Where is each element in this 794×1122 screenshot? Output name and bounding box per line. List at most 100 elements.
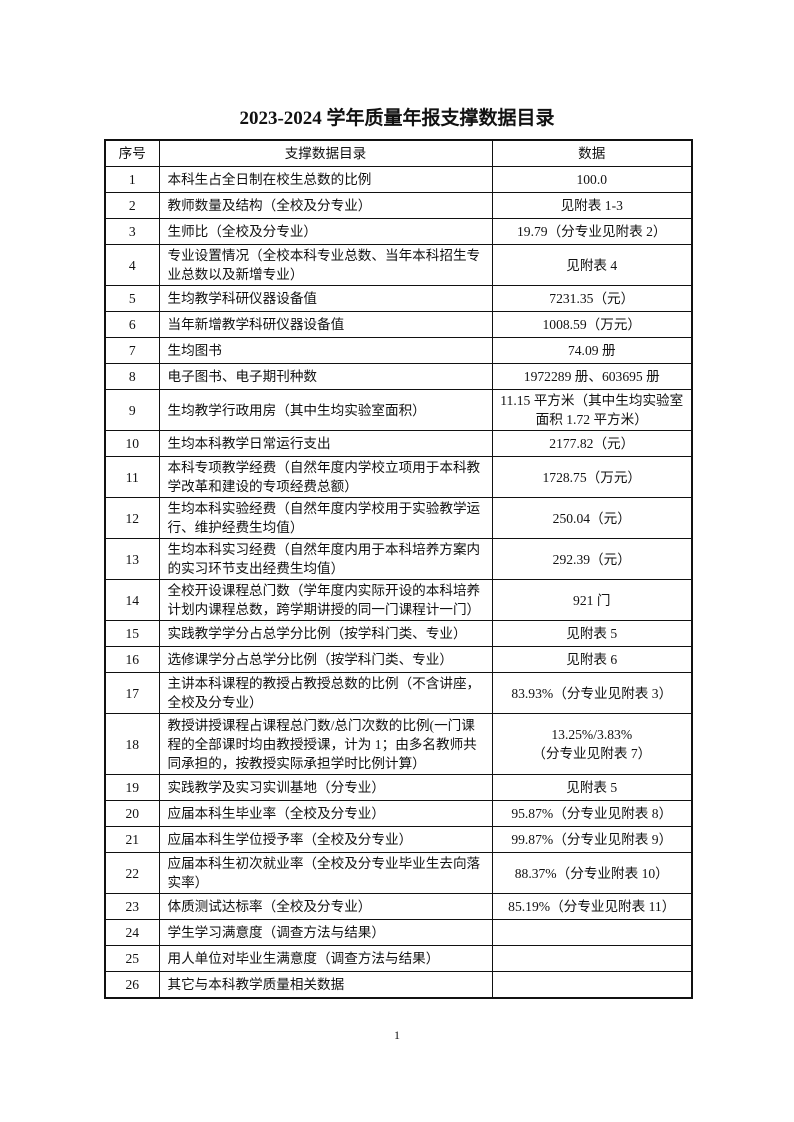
row-item: 生均教学科研仪器设备值 [158, 285, 493, 312]
row-data: 见附表 1-3 [491, 192, 693, 219]
row-data: 1972289 册、603695 册 [491, 363, 693, 390]
row-item: 生均本科实习经费（自然年度内用于本科培养方案内的实习环节支出经费生均值） [158, 538, 493, 580]
table-row: 4 专业设置情况（全校本科专业总数、当年本科招生专业总数以及新增专业） 见附表 4 [104, 244, 693, 286]
row-data: 1008.59（万元） [491, 311, 693, 338]
row-data: 7231.35（元） [491, 285, 693, 312]
row-data: 83.93%（分专业见附表 3） [491, 672, 693, 714]
header-no: 序号 [104, 139, 160, 167]
table-row: 9 生均教学行政用房（其中生均实验室面积） 11.15 平方米（其中生均实验室面积… [104, 389, 693, 431]
table-row: 13 生均本科实习经费（自然年度内用于本科培养方案内的实习环节支出经费生均值） 2… [104, 538, 693, 580]
row-data: 见附表 5 [491, 774, 693, 801]
row-number: 2 [104, 192, 160, 219]
table-row: 25 用人单位对毕业生满意度（调查方法与结果） [104, 945, 693, 972]
row-data: 100.0 [491, 166, 693, 193]
table-row: 7 生均图书 74.09 册 [104, 337, 693, 364]
row-data [491, 919, 693, 946]
row-number: 11 [104, 456, 160, 498]
row-item: 专业设置情况（全校本科专业总数、当年本科招生专业总数以及新增专业） [158, 244, 493, 286]
row-item: 应届本科生初次就业率（全校及分专业毕业生去向落实率） [158, 852, 493, 894]
row-item: 用人单位对毕业生满意度（调查方法与结果） [158, 945, 493, 972]
header-item: 支撑数据目录 [158, 139, 493, 167]
row-data: 1728.75（万元） [491, 456, 693, 498]
table-row: 8 电子图书、电子期刊种数 1972289 册、603695 册 [104, 363, 693, 390]
row-number: 17 [104, 672, 160, 714]
row-item: 生均本科教学日常运行支出 [158, 430, 493, 457]
row-data: 95.87%（分专业见附表 8） [491, 800, 693, 827]
row-data: 见附表 6 [491, 646, 693, 673]
row-number: 15 [104, 620, 160, 647]
table-row: 24 学生学习满意度（调查方法与结果） [104, 919, 693, 946]
row-number: 3 [104, 218, 160, 245]
table-row: 6 当年新增教学科研仪器设备值 1008.59（万元） [104, 311, 693, 338]
row-item: 应届本科生学位授予率（全校及分专业） [158, 826, 493, 853]
row-item: 其它与本科教学质量相关数据 [158, 971, 493, 999]
row-item: 本科生占全日制在校生总数的比例 [158, 166, 493, 193]
row-item: 生均本科实验经费（自然年度内学校用于实验教学运行、维护经费生均值） [158, 497, 493, 539]
row-number: 16 [104, 646, 160, 673]
row-number: 14 [104, 579, 160, 621]
page-title: 2023-2024 学年质量年报支撑数据目录 [239, 108, 555, 129]
row-number: 19 [104, 774, 160, 801]
table-row: 2 教师数量及结构（全校及分专业） 见附表 1-3 [104, 192, 693, 219]
row-data [491, 971, 693, 999]
row-data: 921 门 [491, 579, 693, 621]
row-item: 主讲本科课程的教授占教授总数的比例（不含讲座，全校及分专业） [158, 672, 493, 714]
row-item: 教师数量及结构（全校及分专业） [158, 192, 493, 219]
row-data: 2177.82（元） [491, 430, 693, 457]
row-data: 250.04（元） [491, 497, 693, 539]
row-number: 22 [104, 852, 160, 894]
row-number: 12 [104, 497, 160, 539]
page-number: 1 [394, 1028, 400, 1042]
row-data: 292.39（元） [491, 538, 693, 580]
row-data: 85.19%（分专业见附表 11） [491, 893, 693, 920]
row-number: 26 [104, 971, 160, 999]
table-row: 5 生均教学科研仪器设备值 7231.35（元） [104, 285, 693, 312]
table-row: 14 全校开设课程总门数（学年度内实际开设的本科培养计划内课程总数，跨学期讲授的… [104, 579, 693, 621]
row-number: 24 [104, 919, 160, 946]
row-data: 74.09 册 [491, 337, 693, 364]
row-item: 生均图书 [158, 337, 493, 364]
row-number: 10 [104, 430, 160, 457]
table-row: 17 主讲本科课程的教授占教授总数的比例（不含讲座，全校及分专业） 83.93%（… [104, 672, 693, 714]
row-number: 9 [104, 389, 160, 431]
row-item: 生均教学行政用房（其中生均实验室面积） [158, 389, 493, 431]
row-item: 实践教学学分占总学分比例（按学科门类、专业） [158, 620, 493, 647]
row-data: 19.79（分专业见附表 2） [491, 218, 693, 245]
row-number: 18 [104, 713, 160, 775]
row-number: 25 [104, 945, 160, 972]
row-number: 7 [104, 337, 160, 364]
table-row: 3 生师比（全校及分专业） 19.79（分专业见附表 2） [104, 218, 693, 245]
table-row: 11 本科专项教学经费（自然年度内学校立项用于本科教学改革和建设的专项经费总额）… [104, 456, 693, 498]
row-number: 23 [104, 893, 160, 920]
row-item: 选修课学分占总学分比例（按学科门类、专业） [158, 646, 493, 673]
table-row: 12 生均本科实验经费（自然年度内学校用于实验教学运行、维护经费生均值） 250.… [104, 497, 693, 539]
row-item: 体质测试达标率（全校及分专业） [158, 893, 493, 920]
table-row: 16 选修课学分占总学分比例（按学科门类、专业） 见附表 6 [104, 646, 693, 673]
table-row: 23 体质测试达标率（全校及分专业） 85.19%（分专业见附表 11） [104, 893, 693, 920]
row-number: 4 [104, 244, 160, 286]
row-data-line: 13.25%/3.83% [551, 727, 633, 742]
table-row: 20 应届本科生毕业率（全校及分专业） 95.87%（分专业见附表 8） [104, 800, 693, 827]
row-number: 6 [104, 311, 160, 338]
row-item: 学生学习满意度（调查方法与结果） [158, 919, 493, 946]
row-number: 1 [104, 166, 160, 193]
row-item: 教授讲授课程占课程总门数/总门次数的比例(一门课程的全部课时均由教授授课，计为 … [158, 713, 493, 775]
row-data: 88.37%（分专业附表 10） [491, 852, 693, 894]
row-item: 全校开设课程总门数（学年度内实际开设的本科培养计划内课程总数，跨学期讲授的同一门… [158, 579, 493, 621]
row-data: 99.87%（分专业见附表 9） [491, 826, 693, 853]
row-number: 5 [104, 285, 160, 312]
table-row: 22 应届本科生初次就业率（全校及分专业毕业生去向落实率） 88.37%（分专业附… [104, 852, 693, 894]
table-row: 26 其它与本科教学质量相关数据 [104, 971, 693, 999]
table-row: 10 生均本科教学日常运行支出 2177.82（元） [104, 430, 693, 457]
row-item: 生师比（全校及分专业） [158, 218, 493, 245]
table-row: 18 教授讲授课程占课程总门数/总门次数的比例(一门课程的全部课时均由教授授课，… [104, 713, 693, 775]
row-item: 电子图书、电子期刊种数 [158, 363, 493, 390]
row-item: 应届本科生毕业率（全校及分专业） [158, 800, 493, 827]
table-row: 19 实践教学及实习实训基地（分专业） 见附表 5 [104, 774, 693, 801]
row-data-line: （分专业见附表 7） [532, 746, 652, 761]
header-data: 数据 [491, 139, 693, 167]
row-number: 8 [104, 363, 160, 390]
table-row: 21 应届本科生学位授予率（全校及分专业） 99.87%（分专业见附表 9） [104, 826, 693, 853]
table-row: 1 本科生占全日制在校生总数的比例 100.0 [104, 166, 693, 193]
row-data: 11.15 平方米（其中生均实验室面积 1.72 平方米） [491, 389, 693, 431]
